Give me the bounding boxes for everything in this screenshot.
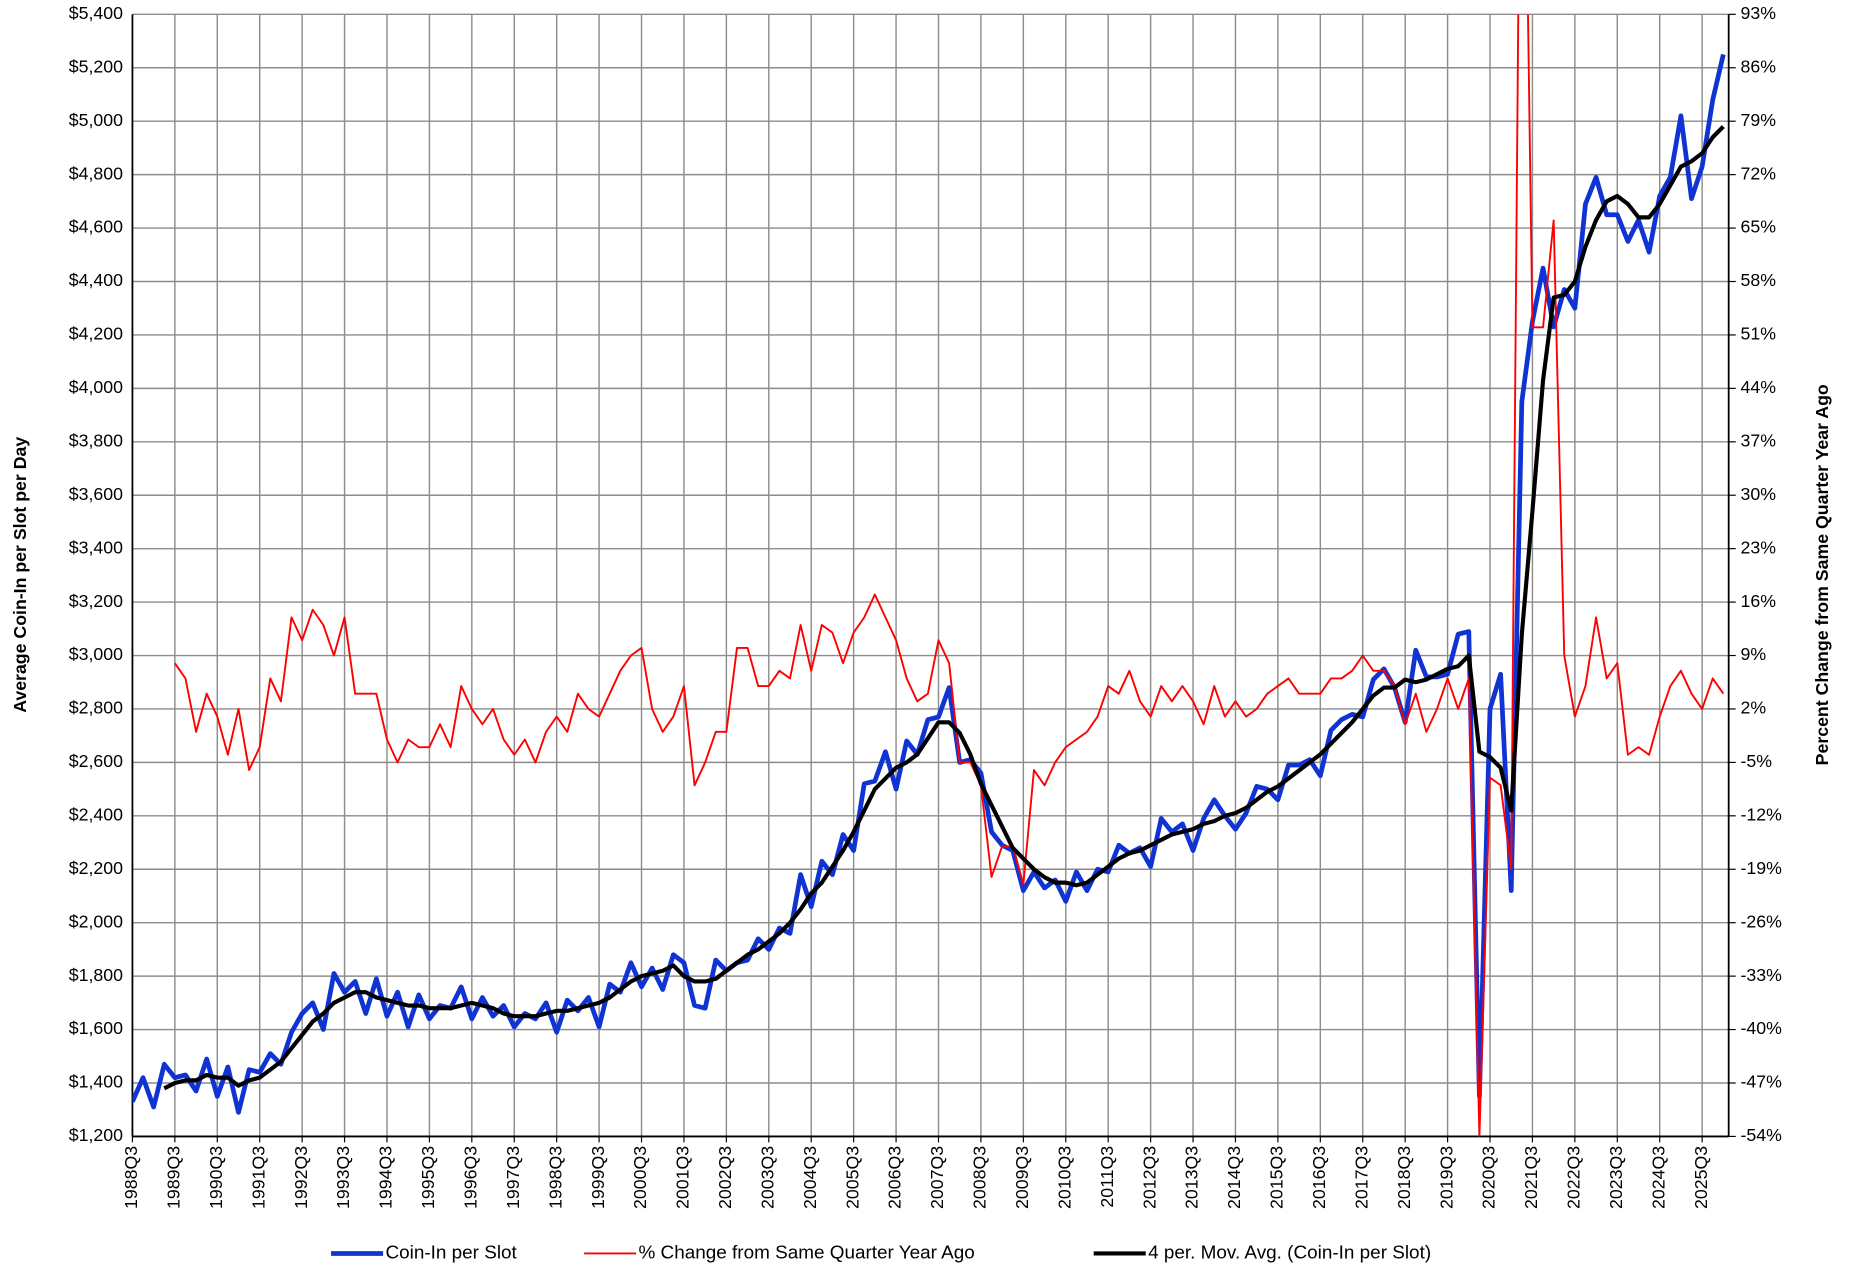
x-tick-label: 2010Q3 (1054, 1146, 1074, 1209)
y-tick-label: $3,400 (69, 537, 123, 557)
y2-tick-label: 16% (1740, 591, 1776, 611)
x-tick-label: 1992Q3 (291, 1146, 311, 1209)
y-axis-title: Average Coin-In per Slot per Day (10, 437, 30, 713)
x-tick-label: 1999Q3 (588, 1146, 608, 1209)
x-tick-label: 2018Q3 (1394, 1146, 1414, 1209)
x-tick-label: 1998Q3 (545, 1146, 565, 1209)
x-tick-label: 1988Q3 (121, 1146, 141, 1209)
y-tick-label: $4,400 (69, 270, 123, 290)
y2-tick-label: 72% (1740, 163, 1776, 183)
x-tick-label: 2017Q3 (1351, 1146, 1371, 1209)
y2-tick-label: -19% (1740, 858, 1782, 878)
legend-label: % Change from Same Quarter Year Ago (638, 1242, 974, 1263)
y2-axis-title: Percent Change from Same Quarter Year Ag… (1812, 384, 1832, 765)
y2-tick-label: 65% (1740, 217, 1776, 237)
y2-tick-label: 30% (1740, 484, 1776, 504)
x-tick-label: 2025Q3 (1691, 1146, 1711, 1209)
y-tick-label: $2,800 (69, 698, 123, 718)
y2-tick-label: 93% (1740, 3, 1776, 23)
x-tick-label: 1993Q3 (333, 1146, 353, 1209)
y2-tick-label: 86% (1740, 56, 1776, 76)
x-tick-label: 1994Q3 (376, 1146, 396, 1209)
x-tick-label: 2004Q3 (800, 1146, 820, 1209)
series-line (132, 53, 1726, 1115)
y2-tick-label: -26% (1740, 911, 1782, 931)
y2-tick-label: 37% (1740, 430, 1776, 450)
y2-tick-label: 51% (1740, 324, 1776, 344)
x-tick-label: 2005Q3 (842, 1146, 862, 1209)
y-tick-label: $4,000 (69, 377, 123, 397)
x-tick-label: 1997Q3 (503, 1146, 523, 1209)
y-tick-label: $2,000 (69, 911, 123, 931)
y-tick-label: $3,200 (69, 591, 123, 611)
legend-label: Coin-In per Slot (385, 1242, 517, 1263)
y2-tick-label: -40% (1740, 1018, 1782, 1038)
x-tick-label: 2000Q3 (630, 1146, 650, 1209)
y-tick-label: $3,600 (69, 484, 123, 504)
x-tick-label: 1989Q3 (164, 1146, 184, 1209)
y-tick-label: $1,600 (69, 1018, 123, 1038)
y-tick-label: $3,800 (69, 430, 123, 450)
x-tick-label: 2012Q3 (1139, 1146, 1159, 1209)
legend-label: 4 per. Mov. Avg. (Coin-In per Slot) (1148, 1242, 1431, 1263)
series-line (163, 125, 1725, 1091)
x-tick-label: 2013Q3 (1182, 1146, 1202, 1209)
y-tick-label: $4,800 (69, 163, 123, 183)
x-tick-label: 2014Q3 (1224, 1146, 1244, 1209)
y2-tick-label: 2% (1740, 698, 1766, 718)
y2-tick-label: -33% (1740, 965, 1782, 985)
x-tick-label: 2023Q3 (1606, 1146, 1626, 1209)
x-tick-label: 2022Q3 (1564, 1146, 1584, 1209)
x-tick-label: 2015Q3 (1267, 1146, 1287, 1209)
x-tick-label: 1995Q3 (418, 1146, 438, 1209)
y-tick-label: $1,200 (69, 1125, 123, 1145)
y-tick-label: $5,000 (69, 110, 123, 130)
y-tick-label: $2,600 (69, 751, 123, 771)
x-tick-label: 2024Q3 (1648, 1146, 1668, 1209)
x-tick-label: 2008Q3 (970, 1146, 990, 1209)
grid (131, 13, 1736, 1143)
x-tick-label: 2002Q3 (715, 1146, 735, 1209)
y-tick-label: $3,000 (69, 644, 123, 664)
x-tick-label: 2020Q3 (1479, 1146, 1499, 1209)
y-tick-label: $4,600 (69, 217, 123, 237)
y-tick-label: $1,800 (69, 965, 123, 985)
y2-tick-label: -47% (1740, 1072, 1782, 1092)
x-tick-label: 2003Q3 (757, 1146, 777, 1209)
x-tick-label: 2006Q3 (885, 1146, 905, 1209)
x-tick-label: 1991Q3 (248, 1146, 268, 1209)
x-tick-label: 2011Q3 (1097, 1146, 1117, 1208)
x-tick-label: 1996Q3 (461, 1146, 481, 1209)
x-tick-label: 1990Q3 (206, 1146, 226, 1209)
y2-tick-label: 58% (1740, 270, 1776, 290)
y-tick-label: $5,200 (69, 56, 123, 76)
x-tick-label: 2019Q3 (1436, 1146, 1456, 1209)
y2-tick-label: -54% (1740, 1125, 1782, 1145)
y2-tick-label: 23% (1740, 537, 1776, 557)
y2-tick-label: -5% (1740, 751, 1772, 771)
plot-area (132, 14, 1726, 1137)
y-tick-label: $2,200 (69, 858, 123, 878)
y-tick-label: $2,400 (69, 805, 123, 825)
y2-tick-label: 9% (1740, 644, 1766, 664)
x-tick-label: 2007Q3 (927, 1146, 947, 1209)
x-tick-label: 2001Q3 (673, 1146, 693, 1209)
series-line (174, 14, 1725, 1137)
labels: $1,200 $1,400 $1,600 $1,800 $2,000 $2,200 $2,4… (69, 3, 1782, 1263)
x-tick-label: 2009Q3 (1012, 1146, 1032, 1209)
y-tick-label: $1,400 (69, 1072, 123, 1092)
y2-tick-label: 79% (1740, 110, 1776, 130)
x-tick-label: 2021Q3 (1521, 1146, 1541, 1209)
y-tick-label: $5,400 (69, 3, 123, 23)
y-tick-label: $4,200 (69, 324, 123, 344)
y2-tick-label: -12% (1740, 805, 1782, 825)
x-tick-label: 2016Q3 (1309, 1146, 1329, 1209)
y2-tick-label: 44% (1740, 377, 1776, 397)
